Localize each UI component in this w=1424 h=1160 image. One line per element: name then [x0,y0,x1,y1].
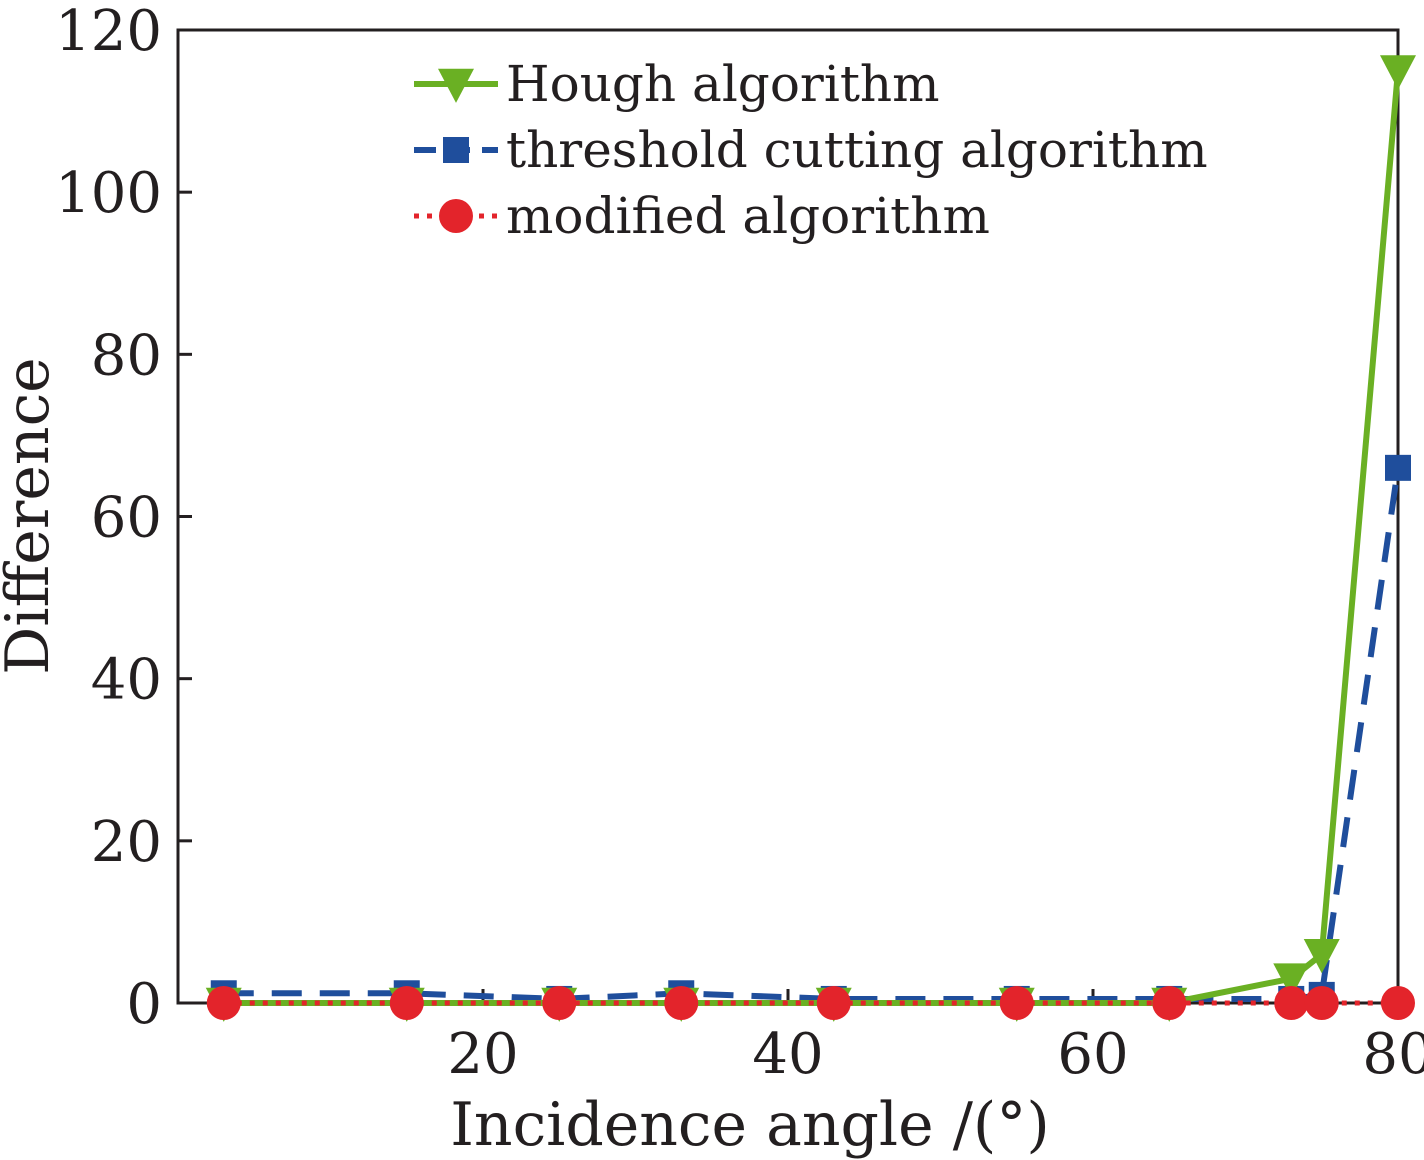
x-tick-label: 60 [1057,1022,1128,1087]
legend-label: modified algorithm [506,187,990,245]
x-axis-label: Incidence angle /(°) [450,1090,1050,1160]
series-2 [206,986,1415,1020]
data-point [542,986,577,1020]
data-point [206,986,241,1020]
y-axis-label: Difference [0,357,63,674]
legend-marker [438,68,474,103]
data-point [1152,986,1187,1020]
data-point [664,986,699,1020]
legend: Hough algorithm threshold cutting algorit… [414,55,1208,245]
y-tick-label: 120 [55,0,162,64]
legend-marker [439,199,473,233]
data-point [1274,986,1309,1020]
y-tick-label: 40 [91,648,162,713]
data-point [1304,986,1339,1020]
legend-label: threshold cutting algorithm [506,121,1208,179]
x-tick-label: 40 [752,1022,823,1087]
data-point [816,986,851,1020]
legend-item: modified algorithm [414,187,990,245]
y-tick-label: 60 [91,486,162,551]
y-tick-label: 20 [91,810,162,875]
data-point [1303,939,1340,974]
series-layer [205,55,1416,1022]
y-tick-label: 100 [55,161,162,226]
legend-item: Hough algorithm [414,55,940,113]
legend-marker [443,137,469,163]
x-tick-label: 80 [1362,1022,1424,1087]
y-tick-label: 0 [126,972,162,1037]
data-point [1381,986,1415,1020]
data-point [389,986,424,1020]
data-point [999,986,1034,1020]
data-point [1385,454,1411,481]
axis-ticks: 20 40 60 80 0 20 40 60 80 100 120 [55,0,1424,1087]
y-tick-label: 80 [91,323,162,388]
data-point [1380,55,1416,90]
legend-label: Hough algorithm [506,55,940,113]
legend-item: threshold cutting algorithm [414,121,1208,179]
data-point [1273,963,1310,998]
plot-area [176,28,1400,1005]
x-tick-label: 20 [447,1022,518,1087]
